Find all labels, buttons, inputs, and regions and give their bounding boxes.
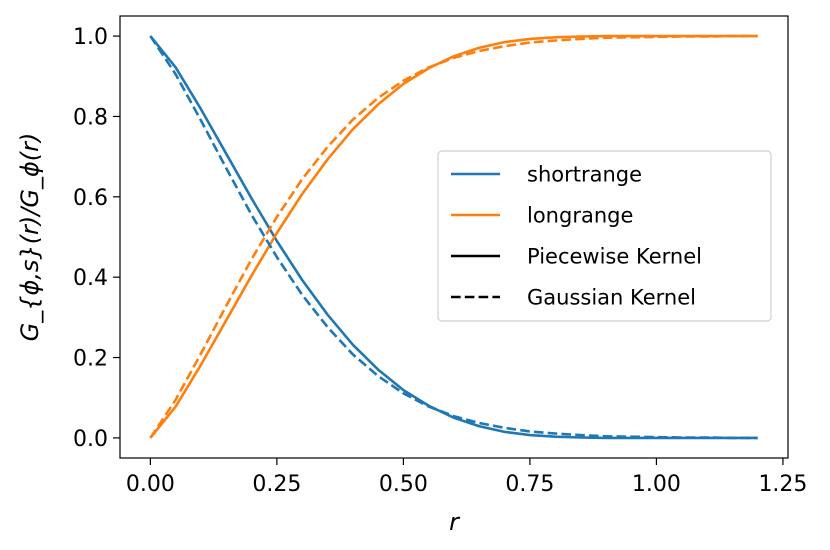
- plot-area: [149, 34, 758, 440]
- axes: 0.00 0.25 0.50 0.75 1.00 1.25 0.0 0.2 0.4 0.6 0.8 1…: [16, 15, 807, 536]
- x-tick-label: 0.75: [505, 472, 554, 497]
- legend-label-shortrange: shortrange: [527, 163, 642, 187]
- x-tick-label: 1.00: [632, 472, 681, 497]
- x-tick-label: 0.50: [379, 472, 428, 497]
- series-line-longrange-gaussian: [149, 34, 758, 439]
- y-tick-label: 1.0: [73, 25, 108, 50]
- series-line-longrange-piecewise: [149, 34, 758, 439]
- legend-label-piecewise-kernel: Piecewise Kernel: [527, 245, 702, 269]
- series-line-shortrange-piecewise: [149, 35, 758, 440]
- legend: shortrange longrange Piecewise Kernel Gauss…: [437, 150, 772, 322]
- y-tick-label: 0.2: [73, 347, 108, 372]
- y-axis-label: G_{ϕ,s}(r)/G_ϕ(r): [16, 133, 44, 342]
- y-tick-label: 0.0: [73, 427, 108, 452]
- x-tick-label: 0.00: [126, 472, 175, 497]
- legend-label-longrange: longrange: [527, 204, 633, 228]
- legend-label-gaussian-kernel: Gaussian Kernel: [527, 286, 696, 310]
- y-tick-label: 0.6: [73, 186, 108, 211]
- legend-box: [437, 150, 772, 322]
- series-group: [149, 34, 758, 440]
- x-tick-label: 0.25: [252, 472, 301, 497]
- x-axis-label: r: [449, 508, 461, 536]
- y-tick-label: 0.4: [73, 266, 108, 291]
- series-line-shortrange-gaussian: [149, 35, 758, 440]
- axes-frame: [119, 15, 789, 459]
- x-tick-label: 1.25: [758, 472, 807, 497]
- y-tick-label: 0.8: [73, 105, 108, 130]
